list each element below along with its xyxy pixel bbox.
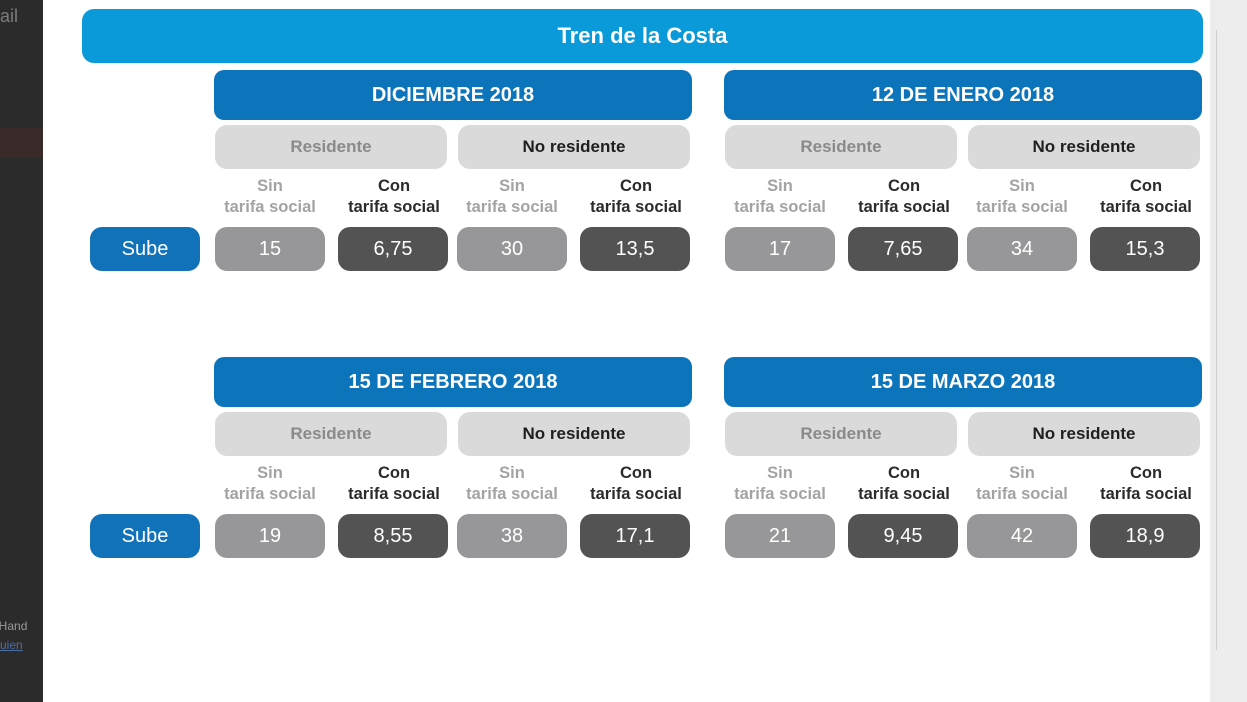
fare-value: 34	[967, 227, 1077, 271]
fare-value: 18,9	[1090, 514, 1200, 558]
period-block: 15 DE MARZO 2018 Residente No residente …	[724, 357, 1202, 559]
fare-value: 13,5	[580, 227, 690, 271]
background-link-fragment[interactable]: uien	[0, 638, 23, 652]
fare-value: 15,3	[1090, 227, 1200, 271]
sub-label-con-tarifa: Con tarifa social	[1100, 464, 1192, 503]
category-non-resident: No residente	[458, 125, 690, 169]
period-block: 15 DE FEBRERO 2018 Residente No resident…	[214, 357, 692, 559]
fare-value: 7,65	[848, 227, 958, 271]
sub-label-sin-tarifa: Sin tarifa social	[224, 464, 316, 503]
category-resident: Residente	[215, 412, 447, 456]
category-non-resident: No residente	[968, 125, 1200, 169]
fare-value: 17	[725, 227, 835, 271]
sub-label-sin-tarifa: Sin tarifa social	[734, 464, 826, 503]
background-text-fragment: ail	[0, 6, 19, 26]
fare-value: 30	[457, 227, 567, 271]
fare-table-panel: Tren de la Costa Sube Sube DICIEMBRE 201…	[43, 0, 1210, 702]
sube-badge: Sube	[90, 514, 200, 558]
fare-value: 15	[215, 227, 325, 271]
sub-label-sin-tarifa: Sin tarifa social	[224, 177, 316, 216]
period-header: 15 DE FEBRERO 2018	[214, 357, 692, 407]
fare-value: 17,1	[580, 514, 690, 558]
period-block: 12 DE ENERO 2018 Residente No residente …	[724, 70, 1202, 272]
category-resident: Residente	[215, 125, 447, 169]
fare-value: 8,55	[338, 514, 448, 558]
sub-label-con-tarifa: Con tarifa social	[590, 177, 682, 216]
fare-value: 9,45	[848, 514, 958, 558]
fare-value: 42	[967, 514, 1077, 558]
sub-label-sin-tarifa: Sin tarifa social	[466, 177, 558, 216]
category-resident: Residente	[725, 412, 957, 456]
sub-label-con-tarifa: Con tarifa social	[858, 464, 950, 503]
fare-value: 19	[215, 514, 325, 558]
fare-value: 21	[725, 514, 835, 558]
sube-badge: Sube	[90, 227, 200, 271]
sub-label-con-tarifa: Con tarifa social	[348, 464, 440, 503]
scrollbar[interactable]	[1216, 30, 1217, 650]
sub-label-sin-tarifa: Sin tarifa social	[734, 177, 826, 216]
period-header: 15 DE MARZO 2018	[724, 357, 1202, 407]
page-title: Tren de la Costa	[82, 9, 1203, 63]
background-page-strip	[1210, 0, 1247, 702]
period-header: DICIEMBRE 2018	[214, 70, 692, 120]
fare-value: 6,75	[338, 227, 448, 271]
background-page-strip: ail le Hand uien	[0, 0, 43, 702]
period-header: 12 DE ENERO 2018	[724, 70, 1202, 120]
category-resident: Residente	[725, 125, 957, 169]
sub-label-con-tarifa: Con tarifa social	[590, 464, 682, 503]
sub-label-sin-tarifa: Sin tarifa social	[976, 177, 1068, 216]
sub-label-sin-tarifa: Sin tarifa social	[976, 464, 1068, 503]
sub-label-con-tarifa: Con tarifa social	[858, 177, 950, 216]
background-band	[0, 128, 43, 158]
category-non-resident: No residente	[458, 412, 690, 456]
sub-label-con-tarifa: Con tarifa social	[348, 177, 440, 216]
sub-label-con-tarifa: Con tarifa social	[1100, 177, 1192, 216]
background-text-fragment: le Hand	[0, 619, 28, 633]
category-non-resident: No residente	[968, 412, 1200, 456]
sub-label-sin-tarifa: Sin tarifa social	[466, 464, 558, 503]
period-block: DICIEMBRE 2018 Residente No residente Si…	[214, 70, 692, 272]
fare-value: 38	[457, 514, 567, 558]
